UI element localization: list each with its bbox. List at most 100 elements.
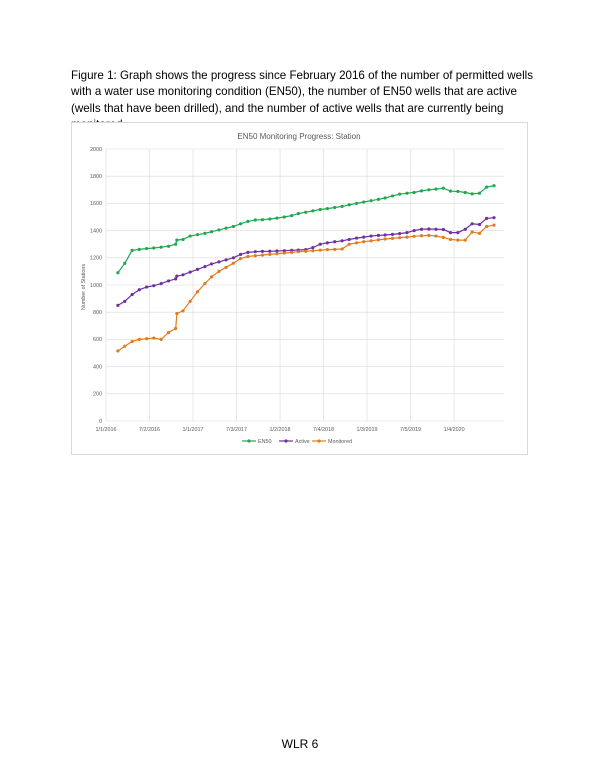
data-point (217, 260, 221, 264)
data-point (485, 185, 489, 189)
legend-label: Monitored (328, 439, 352, 445)
data-point (181, 309, 185, 313)
data-point (463, 190, 467, 195)
data-point (166, 244, 171, 248)
data-point (268, 252, 272, 256)
data-point (282, 215, 286, 219)
data-point (485, 224, 489, 229)
data-point (333, 205, 337, 210)
data-point (434, 227, 438, 231)
data-point (195, 233, 200, 237)
data-point (405, 231, 409, 235)
data-point (123, 299, 127, 303)
series-active (116, 216, 496, 307)
data-point (376, 233, 381, 237)
y-tick-label: 200 (93, 392, 102, 398)
data-point (238, 256, 243, 261)
data-point (268, 249, 272, 253)
data-point (282, 251, 286, 255)
data-point (398, 236, 402, 240)
data-point (116, 271, 120, 275)
data-point (405, 235, 409, 239)
data-point (369, 234, 373, 238)
data-point (448, 231, 453, 235)
data-point (318, 242, 322, 246)
data-point (347, 242, 351, 246)
series-group (116, 184, 496, 353)
legend-item-active: Active (279, 439, 310, 445)
data-point (224, 265, 228, 269)
data-point (441, 186, 445, 190)
data-point (137, 288, 141, 292)
y-tick-label: 800 (93, 310, 102, 316)
data-point (123, 344, 127, 348)
data-point (304, 249, 308, 253)
data-point (311, 209, 315, 213)
data-point (203, 265, 207, 269)
data-point (492, 216, 496, 220)
data-point (260, 253, 265, 257)
data-point (246, 254, 250, 259)
data-point (296, 250, 300, 254)
data-point (174, 242, 178, 246)
data-point (304, 210, 308, 214)
data-point (166, 279, 171, 283)
data-point (369, 199, 373, 203)
legend-label: Active (295, 439, 310, 445)
data-point (383, 196, 387, 200)
chart-frame: EN50 Monitoring Progress: Station 0 200 40… (71, 122, 528, 455)
series-en50 (116, 184, 496, 275)
chart-title: EN50 Monitoring Progress: Station (237, 132, 360, 141)
data-point (347, 203, 351, 207)
y-tick-label: 600 (93, 337, 102, 343)
data-point (485, 216, 489, 220)
data-point (376, 197, 381, 201)
data-point (456, 238, 460, 242)
data-point (275, 249, 279, 253)
data-point (398, 231, 402, 236)
legend-item-monitored: Monitored (312, 439, 352, 445)
legend-marker (284, 439, 288, 443)
data-point (231, 224, 236, 229)
data-point (188, 299, 192, 303)
data-point (427, 227, 431, 231)
data-point (376, 238, 381, 242)
data-point (362, 235, 366, 239)
x-tick-label: 1/2/2018 (270, 427, 291, 433)
data-point (224, 226, 228, 230)
data-point (137, 337, 141, 341)
data-point (470, 192, 474, 196)
data-point (456, 231, 460, 235)
data-point (412, 229, 416, 233)
data-point (195, 267, 200, 271)
data-point (477, 231, 482, 235)
data-point (246, 250, 250, 254)
data-point (175, 311, 179, 316)
legend: EN50 Active Monitored (242, 439, 352, 445)
data-point (470, 222, 474, 226)
legend-marker (317, 439, 321, 443)
data-point (166, 331, 171, 335)
data-point (195, 290, 200, 294)
data-point (231, 261, 236, 265)
data-point (325, 241, 329, 245)
data-point (253, 250, 257, 254)
data-point (311, 246, 315, 250)
data-point (325, 206, 329, 211)
y-axis-label: Number of Stations (81, 264, 87, 310)
data-point (290, 214, 294, 218)
data-point (268, 217, 272, 221)
data-point (174, 277, 178, 281)
data-point (159, 337, 163, 341)
y-tick-label: 0 (99, 419, 102, 425)
data-point (175, 274, 179, 278)
y-tick-label: 400 (93, 364, 102, 370)
data-point (340, 247, 344, 251)
data-point (231, 256, 236, 260)
data-point (333, 240, 337, 244)
data-point (325, 248, 329, 252)
legend-label: EN50 (258, 439, 272, 445)
data-point (137, 247, 141, 251)
data-point (398, 192, 402, 196)
x-tick-label: 1/1/2017 (183, 427, 204, 433)
